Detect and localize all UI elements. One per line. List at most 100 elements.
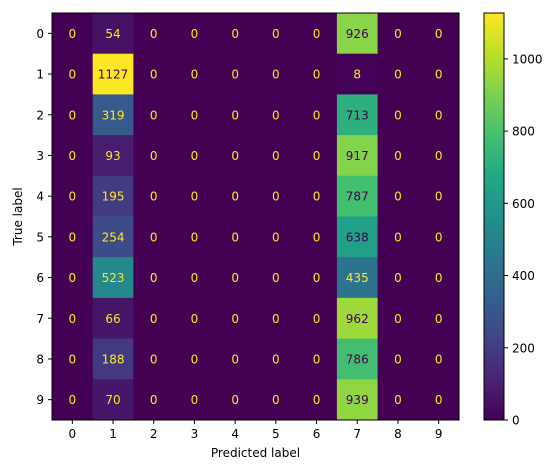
cell-value-label: 54 — [105, 27, 120, 41]
heatmap-cell — [336, 257, 379, 299]
heatmap-cell — [133, 94, 175, 136]
colorbar-ticks: 0 200 400 600 800 1000 — [504, 52, 543, 428]
heatmap-cell — [377, 257, 419, 299]
y-tick-label: 7 — [36, 312, 44, 326]
cell-value-label: 0 — [231, 190, 239, 204]
heatmap-cell — [296, 53, 338, 95]
y-tick-label: 6 — [36, 271, 44, 285]
cell-value-label: 66 — [105, 312, 120, 326]
heatmap-cell — [418, 338, 460, 380]
heatmap-cell — [92, 94, 134, 136]
cell-value-label: 0 — [435, 108, 443, 122]
cell-value-label: 0 — [435, 149, 443, 163]
heatmap-cell — [214, 53, 256, 95]
cell-value-label: 0 — [394, 230, 402, 244]
heatmap-cell — [255, 379, 297, 421]
cell-value-label: 0 — [231, 271, 239, 285]
heatmap-cell — [214, 135, 256, 177]
cell-value-label: 0 — [272, 271, 280, 285]
cell-value-label: 0 — [272, 312, 280, 326]
heatmap-cell — [214, 175, 256, 217]
cell-value-label: 0 — [394, 352, 402, 366]
heatmap-cell — [52, 379, 94, 421]
y-axis-label: True label — [11, 187, 25, 246]
cell-value-label: 319 — [102, 108, 125, 122]
heatmap-cell — [336, 13, 379, 55]
cell-value-label: 523 — [102, 271, 125, 285]
cell-value-label: 0 — [150, 230, 158, 244]
x-tick-label: 7 — [353, 427, 361, 441]
heatmap-cell — [174, 216, 216, 258]
heatmap-cell — [255, 338, 297, 380]
cell-value-label: 926 — [346, 27, 369, 41]
heatmap-cell — [296, 379, 338, 421]
cell-value-label: 8 — [353, 68, 361, 82]
heatmap-cell — [336, 94, 379, 136]
y-tick-label: 0 — [36, 27, 44, 41]
heatmap-cell — [92, 13, 134, 55]
y-tick-label: 5 — [36, 230, 44, 244]
cell-value-label: 0 — [313, 312, 321, 326]
x-tick-label: 0 — [69, 427, 77, 441]
heatmap-cell — [174, 94, 216, 136]
heatmap-cell — [174, 338, 216, 380]
cell-value-label: 0 — [150, 68, 158, 82]
heatmap-cell — [92, 175, 134, 217]
cell-value-label: 0 — [435, 230, 443, 244]
heatmap-cell — [255, 94, 297, 136]
x-axis-label: Predicted label — [211, 446, 300, 460]
heatmap-cell — [377, 175, 419, 217]
cell-value-label: 0 — [69, 149, 77, 163]
heatmap-cell — [336, 175, 379, 217]
y-tick-label: 2 — [36, 108, 44, 122]
heatmap-cell — [418, 297, 460, 340]
heatmap-cell — [377, 53, 419, 95]
heatmap-cell — [52, 94, 94, 136]
x-tick-label: 2 — [150, 427, 158, 441]
heatmap-cell — [214, 13, 256, 55]
heatmap-cell — [52, 135, 94, 177]
cell-value-label: 0 — [69, 190, 77, 204]
heatmap-cells — [52, 13, 460, 421]
colorbar — [483, 12, 505, 421]
cell-value-label: 0 — [150, 190, 158, 204]
cell-value-label: 0 — [272, 68, 280, 82]
heatmap-cell — [133, 297, 175, 340]
cell-value-label: 0 — [150, 393, 158, 407]
cell-value-label: 0 — [231, 230, 239, 244]
cell-value-label: 0 — [394, 68, 402, 82]
heatmap-cell — [92, 338, 134, 380]
cell-value-label: 917 — [346, 149, 369, 163]
cell-value-label: 0 — [231, 149, 239, 163]
heatmap-cell — [174, 175, 216, 217]
heatmap-cell — [418, 94, 460, 136]
heatmap-cell — [133, 13, 175, 55]
cell-value-labels: 0 54 0 0 0 0 0 926 0 0 0 1127 0 0 0 0 0 8 0 0 0 319 0 0 0 0 0 713 0 0… — [69, 27, 443, 407]
y-tick-label: 4 — [36, 190, 44, 204]
cell-value-label: 0 — [150, 352, 158, 366]
heatmap-cell — [377, 135, 419, 177]
colorbar-tick-label: 400 — [512, 269, 535, 283]
heatmap-cell — [377, 94, 419, 136]
cell-value-label: 0 — [150, 27, 158, 41]
heatmap-cell — [418, 13, 460, 55]
cell-value-label: 0 — [435, 190, 443, 204]
heatmap-cell — [255, 175, 297, 217]
cell-value-label: 962 — [346, 312, 369, 326]
heatmap-cell — [214, 216, 256, 258]
x-tick-label: 6 — [313, 427, 321, 441]
heatmap-cell — [133, 53, 175, 95]
cell-value-label: 787 — [346, 190, 369, 204]
heatmap-cell — [296, 13, 338, 55]
x-tick-label: 4 — [231, 427, 239, 441]
heatmap-cell — [296, 216, 338, 258]
cell-value-label: 0 — [394, 108, 402, 122]
heatmap-cell — [418, 379, 460, 421]
heatmap-cell — [133, 379, 175, 421]
cell-value-label: 0 — [435, 271, 443, 285]
heatmap-cell — [92, 135, 134, 177]
y-tick-label: 9 — [36, 393, 44, 407]
cell-value-label: 0 — [191, 27, 199, 41]
heatmap-cell — [336, 297, 379, 340]
